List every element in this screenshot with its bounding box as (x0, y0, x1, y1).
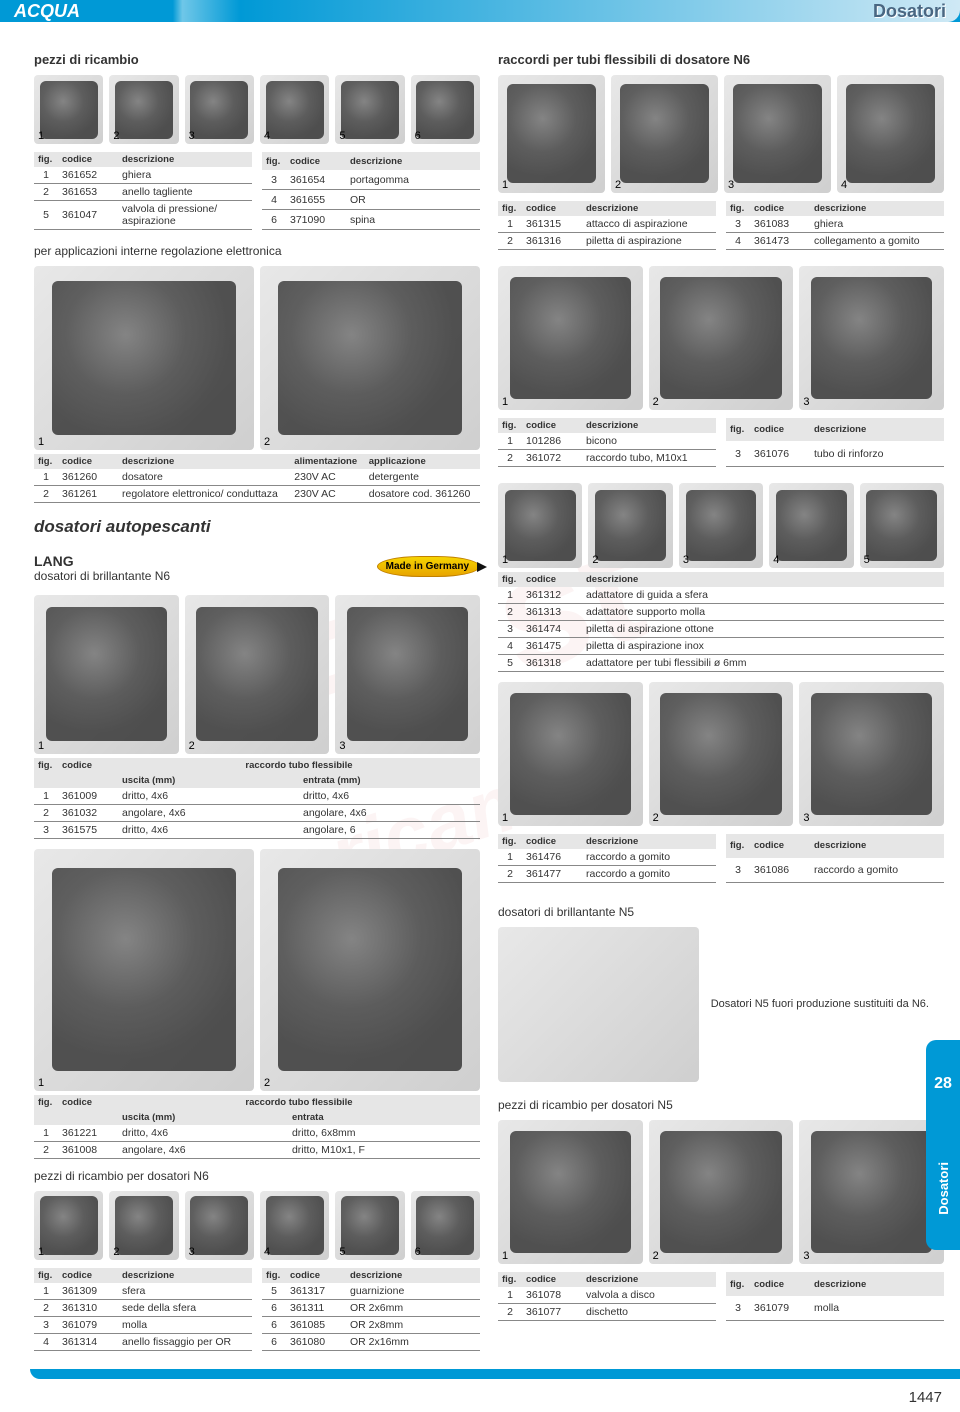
lang2-table: fig.codiceraccordo tubo flessibile uscit… (34, 1095, 480, 1159)
n6parts-images: 1 2 3 4 5 6 (34, 1191, 480, 1260)
n5parts-title: pezzi di ricambio per dosatori N5 (498, 1098, 944, 1112)
footer-curve (30, 1369, 960, 1379)
pezzi-images: 1 2 3 4 5 6 (34, 75, 480, 144)
side-tab-label: Dosatori (936, 1162, 951, 1215)
mini-table-b: fig.codicedescrizione 3361076tubo di rin… (726, 418, 944, 467)
mini-table-a: fig.codicedescrizione 1101286bicono 2361… (498, 418, 716, 467)
n6parts-table-a: fig.codicedescrizione 1361309sfera 23613… (34, 1268, 252, 1351)
app-table: fig.codicedescrizionealimentazioneapplic… (34, 454, 480, 503)
pezzi-table-b: fig.codicedescrizione 3361654portagomma … (262, 152, 480, 230)
adapt-table: fig.codicedescrizione 1361312adattatore … (498, 572, 944, 672)
header-left: ACQUA (14, 1, 80, 22)
right-column: raccordi per tubi flessibili di dosatore… (498, 48, 944, 1361)
page-number: 1447 (0, 1383, 960, 1412)
left-column: pezzi di ricambio 1 2 3 4 5 6 fig.codice… (34, 48, 480, 1361)
header-right: Dosatori (873, 1, 946, 22)
n5parts-images: 1 2 3 (498, 1120, 944, 1265)
pezzi-title: pezzi di ricambio (34, 52, 480, 67)
made-in-germany-badge: Made in Germany (377, 556, 480, 577)
n5-note: Dosatori N5 fuori produzione sustituiti … (711, 997, 929, 1011)
autop-title: dosatori autopescanti (34, 517, 480, 537)
side-tab: 28 Dosatori (926, 1040, 960, 1250)
mini-images: 1 2 3 (498, 266, 944, 411)
racc-table-a: fig.codicedescrizione 1361315attacco di … (498, 201, 716, 250)
racc-images: 1 2 3 4 (498, 75, 944, 193)
lang-table: fig.codiceraccordo tubo flessibile uscit… (34, 758, 480, 839)
lang-images: 1 2 3 (34, 595, 480, 754)
n5-title: dosatori di brillantante N5 (498, 905, 944, 919)
n5parts-table-a: fig.codicedescrizione 1361078valvola a d… (498, 1272, 716, 1321)
adapt-images: 1 2 3 4 5 (498, 483, 944, 567)
n6parts-title: pezzi di ricambio per dosatori N6 (34, 1169, 480, 1183)
racc-table-b: fig.codicedescrizione 3361083ghiera 4361… (726, 201, 944, 250)
n5parts-table-b: fig.codicedescrizione 3361079molla (726, 1272, 944, 1321)
elbow-table-a: fig.codicedescrizione 1361476raccordo a … (498, 834, 716, 883)
app-images: 1 2 (34, 266, 480, 449)
side-tab-number: 28 (934, 1075, 952, 1093)
lang2-images: 1 2 (34, 849, 480, 1091)
elbow-table-b: fig.codicedescrizione 3361086raccordo a … (726, 834, 944, 883)
elbow-images: 1 2 3 (498, 682, 944, 827)
app-title: per applicazioni interne regolazione ele… (34, 244, 480, 258)
pezzi-table-a: fig.codicedescrizione 1361652ghiera 2361… (34, 152, 252, 230)
racc-title: raccordi per tubi flessibili di dosatore… (498, 52, 944, 67)
lang-brand: LANG (34, 553, 170, 569)
page-header: ACQUA Dosatori (0, 0, 960, 44)
lang-sub: dosatori di brillantante N6 (34, 569, 170, 583)
n5-image (498, 927, 699, 1081)
n6parts-table-b: fig.codicedescrizione 5361317guarnizione… (262, 1268, 480, 1351)
